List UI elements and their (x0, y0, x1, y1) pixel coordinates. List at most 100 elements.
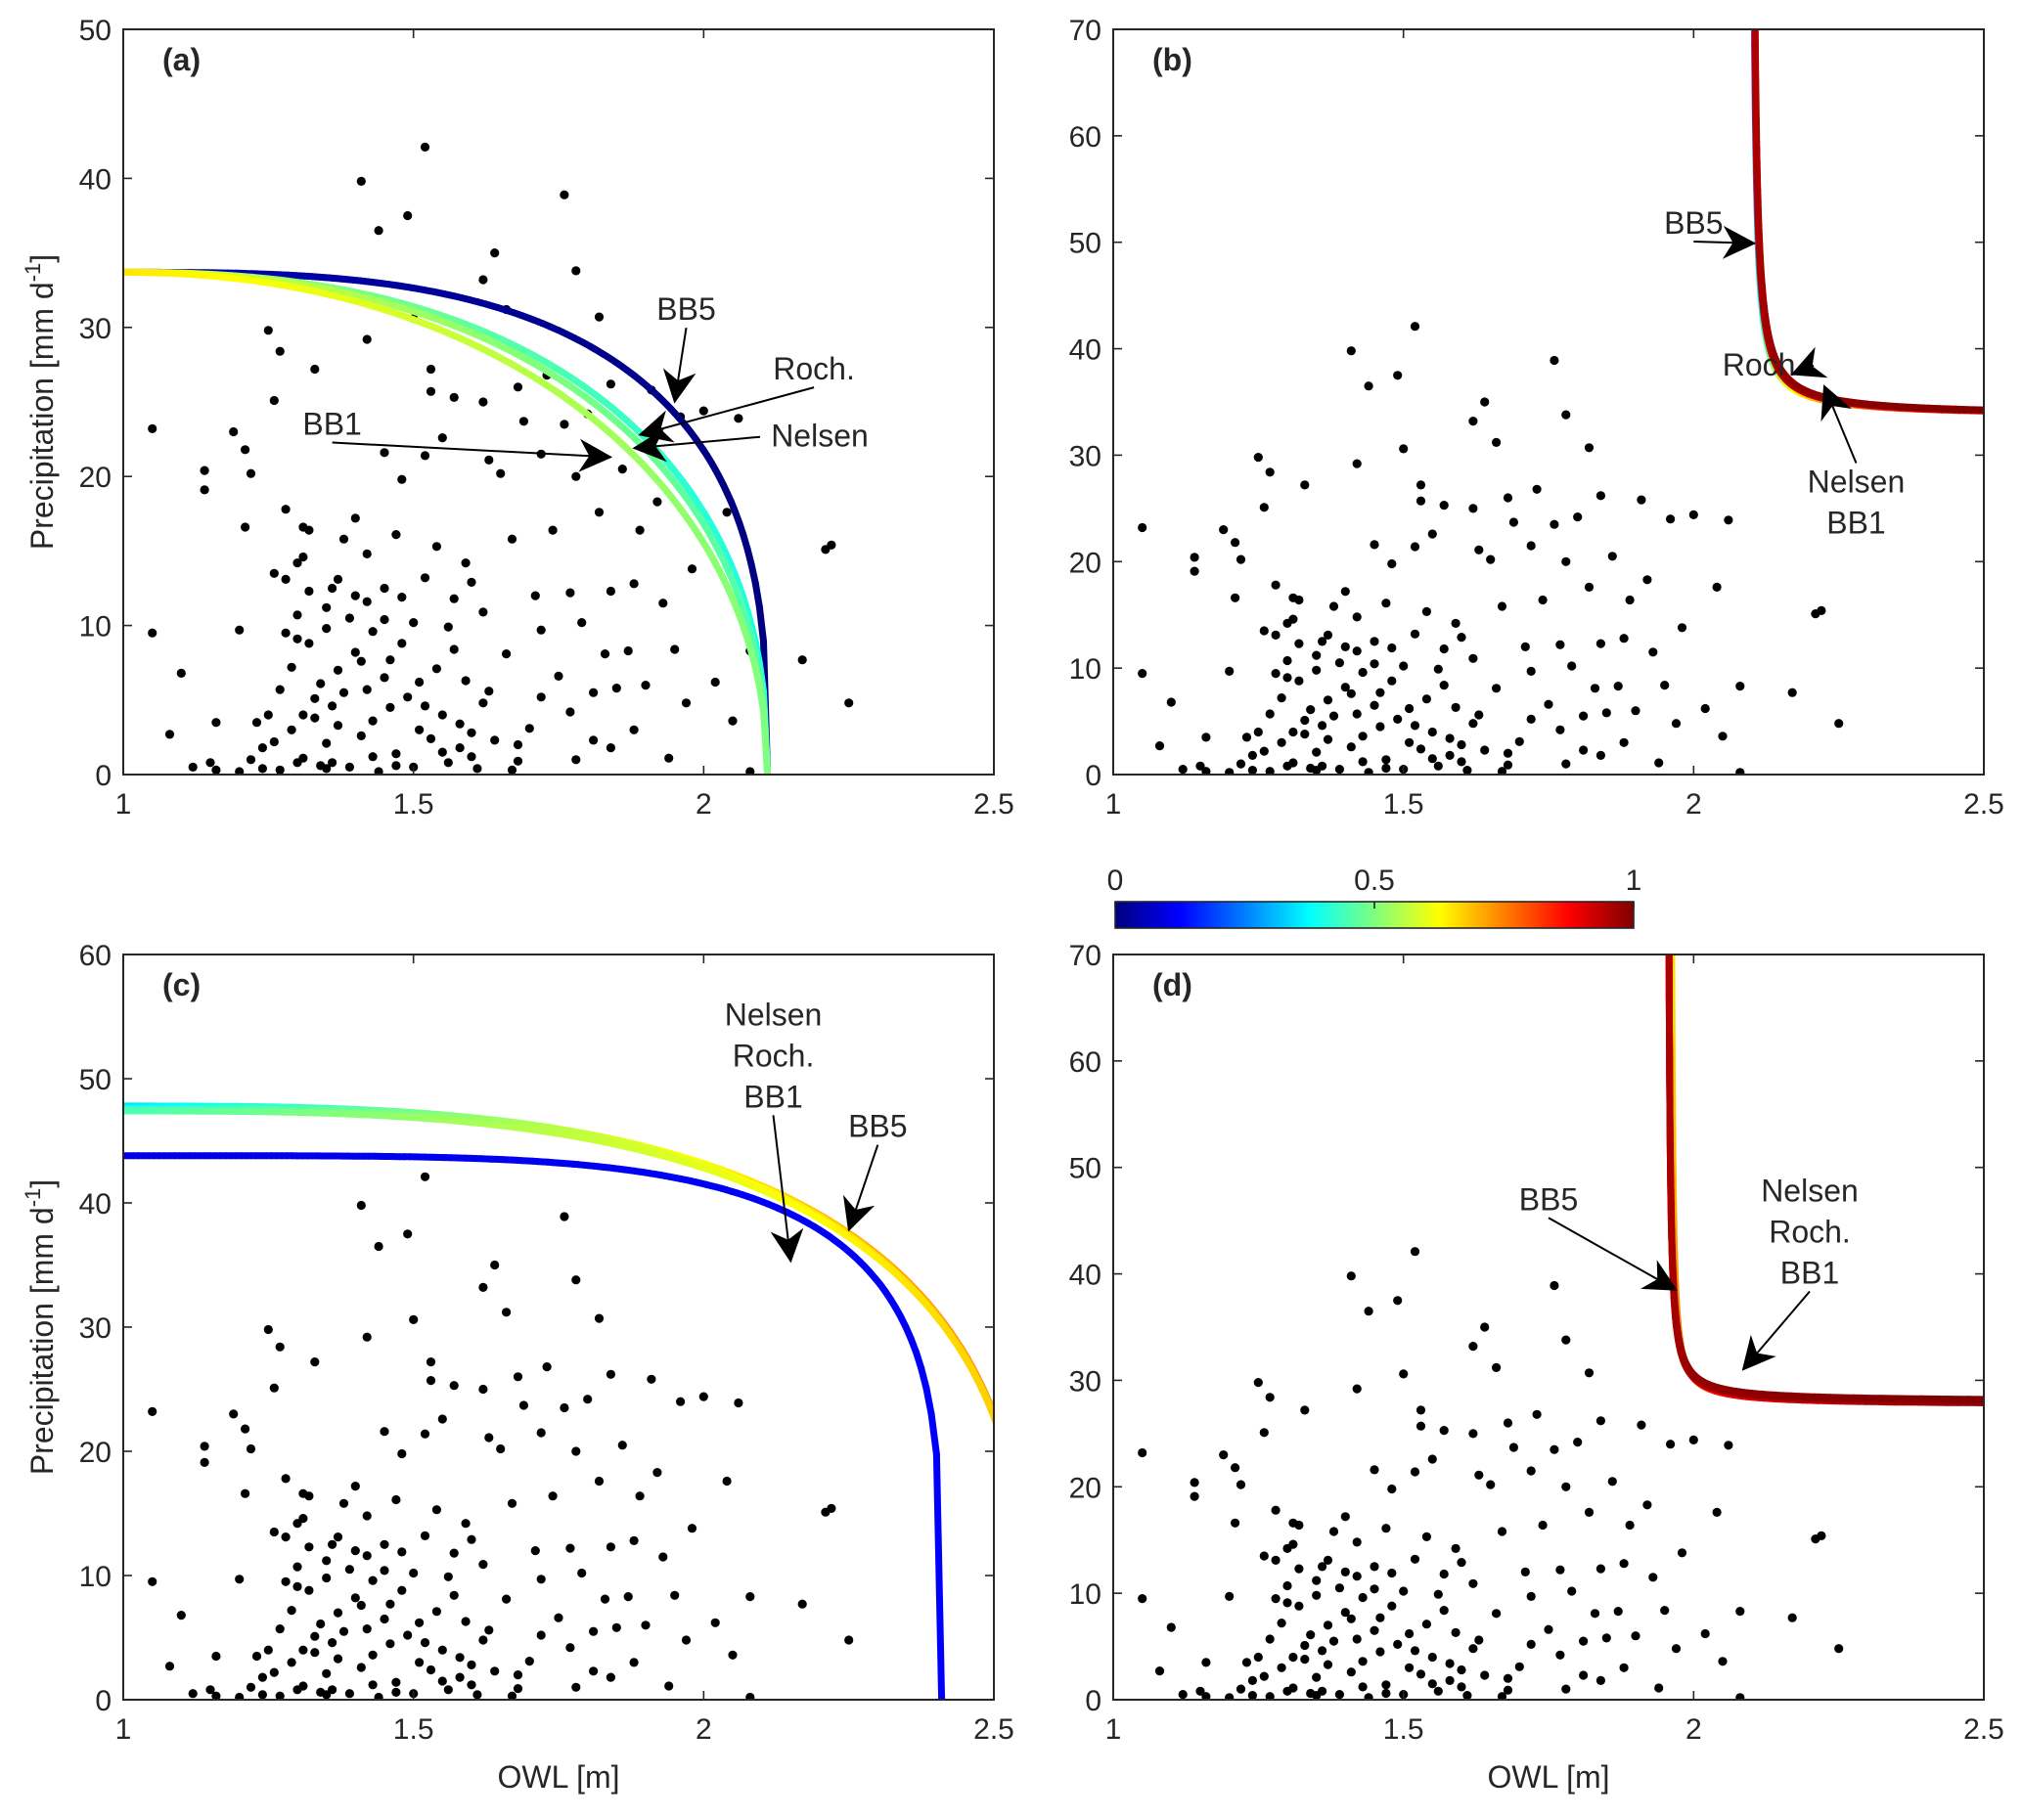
scatter-point (595, 1477, 604, 1486)
plot-area (123, 954, 994, 1700)
curve-segment (1017, 1503, 1023, 1543)
scatter-point (432, 664, 441, 673)
scatter-point (292, 635, 301, 644)
scatter-point (351, 1482, 360, 1490)
scatter-point (1498, 601, 1506, 610)
scatter-point (1660, 1606, 1669, 1615)
scatter-point (1614, 682, 1623, 690)
scatter-point (397, 639, 406, 647)
scatter-point (1405, 1664, 1414, 1672)
scatter-point (391, 761, 400, 770)
scatter-point (636, 526, 645, 535)
scatter-point (1318, 637, 1326, 645)
y-axis-label-main: Precipitation [mm d (24, 1207, 60, 1475)
scatter-point (298, 1681, 307, 1690)
scatter-point (1318, 721, 1326, 730)
scatter-point (1416, 1405, 1425, 1414)
scatter-point (658, 1552, 667, 1561)
scatter-point (467, 752, 475, 761)
scatter-point (1452, 703, 1460, 712)
scatter-point (334, 1609, 342, 1618)
scatter-point (345, 1689, 354, 1698)
scatter-point (1626, 596, 1635, 604)
curve-segment (1001, 1434, 1007, 1452)
scatter-point (1724, 515, 1732, 524)
annotation-label: BB5 (1519, 1181, 1578, 1217)
scatter-point (1387, 1485, 1396, 1493)
scatter-point (456, 743, 465, 752)
scatter-point (1648, 1573, 1657, 1581)
scatter-point (589, 1666, 598, 1675)
scatter-point (1353, 1634, 1362, 1643)
panel-label: (b) (1152, 42, 1192, 77)
scatter-point (1335, 1583, 1344, 1592)
scatter-point (403, 211, 412, 220)
scatter-point (1294, 596, 1303, 604)
scatter-point (397, 593, 406, 601)
scatter-point (1365, 1693, 1373, 1702)
scatter-point (351, 1593, 360, 1602)
scatter-point (1440, 1570, 1449, 1578)
scatter-point (397, 1586, 406, 1595)
scatter-point (1266, 467, 1275, 476)
scatter-point (1347, 1667, 1356, 1676)
scatter-point (1387, 1569, 1396, 1577)
curve-segment (1001, 1433, 1007, 1451)
scatter-point (467, 729, 475, 737)
scatter-point (1480, 1322, 1489, 1331)
scatter-point (1411, 630, 1419, 639)
scatter-point (607, 1370, 615, 1379)
scatter-point (247, 1444, 255, 1453)
scatter-point (1596, 751, 1605, 760)
scatter-point (467, 1535, 475, 1544)
scatter-point (711, 1619, 720, 1627)
y-tick-label: 50 (1069, 1153, 1101, 1185)
scatter-point (1492, 1363, 1501, 1372)
scatter-point (514, 1372, 522, 1381)
scatter-point (1411, 1247, 1419, 1256)
scatter-point (1596, 1676, 1605, 1685)
scatter-point (1585, 1368, 1594, 1377)
scatter-point (1452, 1544, 1460, 1553)
scatter-point (1642, 1500, 1651, 1509)
scatter-point (728, 717, 737, 726)
y-tick-label: 40 (1069, 1260, 1101, 1292)
scatter-point (357, 1601, 366, 1610)
scatter-point (1312, 666, 1321, 675)
scatter-point (438, 710, 447, 719)
scatter-point (1788, 1614, 1797, 1622)
scatter-point (1138, 669, 1146, 678)
scatter-point (531, 592, 540, 600)
scatter-point (1416, 1422, 1425, 1431)
scatter-point (247, 469, 255, 478)
annotation-label: Nelsen (725, 997, 823, 1032)
scatter-point (1468, 417, 1477, 425)
scatter-point (484, 1625, 493, 1634)
scatter-point (357, 177, 366, 186)
scatter-point (427, 734, 435, 743)
scatter-point (363, 334, 372, 343)
scatter-point (385, 655, 394, 664)
annotation-label: Roch. (1723, 347, 1805, 382)
scatter-point (478, 1385, 487, 1394)
scatter-point (1387, 644, 1396, 652)
scatter-point (1422, 1620, 1431, 1628)
scatter-point (565, 707, 574, 716)
scatter-point (1236, 1481, 1245, 1489)
scatter-point (1341, 1512, 1350, 1521)
scatter-point (618, 465, 627, 473)
plot-area (123, 29, 994, 775)
scatter-point (1370, 637, 1378, 645)
scatter-point (1428, 1454, 1437, 1463)
scatter-point (427, 387, 435, 396)
scatter-point (357, 1201, 366, 1210)
scatter-point (1648, 647, 1657, 656)
scatter-point (1167, 697, 1176, 706)
scatter-point (607, 743, 615, 752)
scatter-point (1353, 460, 1362, 468)
scatter-point (1242, 732, 1251, 741)
scatter-point (1428, 1653, 1437, 1662)
scatter-point (1561, 411, 1570, 420)
scatter-point (276, 347, 285, 356)
